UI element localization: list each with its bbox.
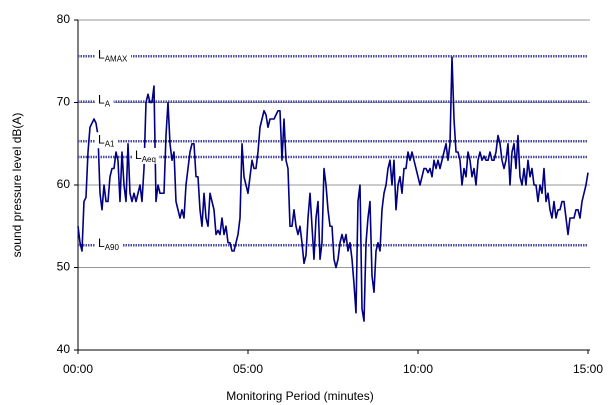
reference-label: LA <box>98 93 111 109</box>
x-tick-label: 05:00 <box>233 362 263 376</box>
y-axis-title: sound pressure level dB(A) <box>10 113 24 258</box>
x-tick-label: 15:00 <box>573 362 603 376</box>
y-tick-label: 70 <box>57 95 71 109</box>
reference-label-base: L <box>98 236 105 250</box>
data-line <box>77 56 589 322</box>
reference-label: LAMAX <box>98 47 128 63</box>
reference-label-sub: AMAX <box>105 54 128 63</box>
reference-label: LAeq <box>135 148 156 164</box>
x-tick-label: 10:00 <box>403 362 433 376</box>
reference-label-base: L <box>98 93 105 107</box>
reference-label-bg <box>95 92 114 109</box>
reference-label-base: L <box>135 148 142 162</box>
reference-label-sub: A1 <box>105 139 115 148</box>
reference-label-bg <box>132 147 159 164</box>
y-tick-label: 40 <box>57 342 71 356</box>
reference-label-sub: Aeq <box>142 155 156 164</box>
reference-label-sub: A90 <box>105 243 120 252</box>
reference-label-bg <box>95 132 119 149</box>
reference-label-sub: A <box>105 100 111 109</box>
y-tick-label: 60 <box>57 177 71 191</box>
y-tick-label: 80 <box>57 12 71 26</box>
reference-label-base: L <box>98 47 105 61</box>
y-tick-label: 50 <box>57 260 71 274</box>
x-tick-label: 00:00 <box>63 362 93 376</box>
reference-label: LA90 <box>98 236 119 252</box>
reference-label-bg <box>95 236 123 253</box>
x-axis-title: Monitoring Period (minutes) <box>226 389 373 403</box>
reference-label: LA1 <box>98 132 115 148</box>
reference-label-base: L <box>98 132 105 146</box>
reference-label-bg <box>95 47 132 64</box>
